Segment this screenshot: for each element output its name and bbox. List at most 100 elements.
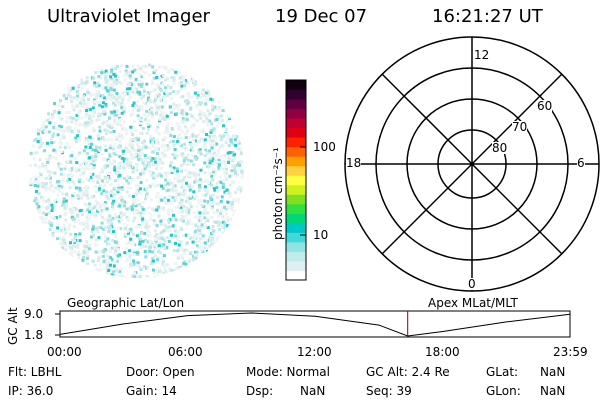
image-pixel xyxy=(187,162,191,166)
image-pixel xyxy=(98,146,102,149)
image-pixel xyxy=(92,166,96,170)
image-pixel xyxy=(226,119,230,123)
image-pixel xyxy=(75,169,79,173)
image-pixel xyxy=(160,207,164,210)
image-pixel xyxy=(151,259,155,263)
image-pixel xyxy=(158,172,162,176)
image-pixel xyxy=(76,214,80,217)
image-pixel xyxy=(102,227,105,231)
image-pixel xyxy=(52,148,56,152)
image-pixel xyxy=(68,145,72,149)
glon-label: GLon: xyxy=(486,384,521,398)
image-pixel xyxy=(155,208,159,212)
image-pixel xyxy=(174,112,178,116)
image-pixel xyxy=(136,114,140,118)
image-pixel xyxy=(96,269,100,273)
image-pixel xyxy=(118,173,122,177)
image-pixel xyxy=(200,241,204,245)
image-pixel xyxy=(131,195,135,198)
mode-info: Mode: Normal xyxy=(246,365,330,379)
image-pixel xyxy=(157,258,161,262)
image-pixel xyxy=(117,219,121,223)
image-pixel xyxy=(163,131,167,135)
image-pixel xyxy=(157,142,161,146)
image-pixel xyxy=(57,162,61,166)
image-pixel xyxy=(164,86,168,90)
image-pixel xyxy=(87,142,91,146)
strip-ytick-1.8: 1.8 xyxy=(24,328,44,342)
image-pixel xyxy=(106,237,110,241)
image-pixel xyxy=(67,127,70,131)
image-pixel xyxy=(160,166,164,170)
image-pixel xyxy=(131,87,135,91)
image-pixel xyxy=(126,186,130,190)
image-pixel xyxy=(117,164,121,168)
image-pixel xyxy=(177,82,181,86)
image-pixel xyxy=(214,220,218,224)
image-pixel xyxy=(166,229,170,233)
image-pixel xyxy=(209,156,213,160)
image-pixel xyxy=(157,244,161,248)
image-pixel xyxy=(113,116,117,120)
image-pixel xyxy=(193,232,197,235)
image-pixel xyxy=(77,153,81,157)
image-pixel xyxy=(219,212,222,215)
image-pixel xyxy=(186,154,190,158)
image-pixel xyxy=(224,212,228,216)
image-pixel xyxy=(180,227,184,231)
image-pixel xyxy=(106,89,110,93)
image-pixel xyxy=(99,74,102,78)
image-pixel xyxy=(164,136,168,140)
image-pixel xyxy=(116,170,120,174)
image-pixel xyxy=(115,98,118,101)
image-pixel xyxy=(130,157,133,161)
image-pixel xyxy=(112,230,115,234)
image-pixel xyxy=(110,246,114,250)
image-pixel xyxy=(98,171,102,175)
image-pixel xyxy=(156,273,160,277)
image-pixel xyxy=(192,123,196,127)
image-pixel xyxy=(74,118,78,122)
image-pixel xyxy=(167,210,171,214)
image-pixel xyxy=(180,200,184,204)
image-pixel xyxy=(218,188,222,192)
image-pixel xyxy=(162,229,166,233)
image-pixel xyxy=(120,186,124,190)
image-pixel xyxy=(38,183,42,187)
image-pixel xyxy=(100,71,104,75)
image-pixel xyxy=(210,146,214,150)
image-pixel xyxy=(173,176,177,180)
image-pixel xyxy=(142,142,146,146)
image-pixel xyxy=(141,245,145,248)
image-pixel xyxy=(135,152,139,156)
image-pixel xyxy=(62,235,66,239)
image-pixel xyxy=(164,100,168,104)
image-pixel xyxy=(106,196,110,200)
image-pixel xyxy=(81,95,85,99)
image-pixel xyxy=(208,149,212,153)
image-pixel xyxy=(128,143,132,147)
image-pixel xyxy=(44,221,48,225)
image-pixel xyxy=(75,167,78,171)
image-pixel xyxy=(78,239,82,243)
image-pixel xyxy=(217,117,221,121)
image-pixel xyxy=(63,224,66,228)
image-pixel xyxy=(212,127,216,131)
image-pixel xyxy=(163,111,167,115)
image-pixel xyxy=(214,136,217,140)
image-pixel xyxy=(104,69,108,73)
image-pixel xyxy=(193,253,197,257)
image-pixel xyxy=(147,128,150,132)
image-pixel xyxy=(44,166,48,170)
image-pixel xyxy=(84,115,88,118)
image-pixel xyxy=(90,155,94,159)
image-pixel xyxy=(187,175,191,179)
image-pixel xyxy=(208,112,212,116)
image-pixel xyxy=(100,221,104,225)
colorbar-segment xyxy=(286,137,306,148)
image-pixel xyxy=(84,223,88,227)
image-pixel xyxy=(163,67,167,71)
image-pixel xyxy=(172,135,176,139)
image-pixel xyxy=(181,256,185,260)
image-pixel xyxy=(188,188,192,192)
